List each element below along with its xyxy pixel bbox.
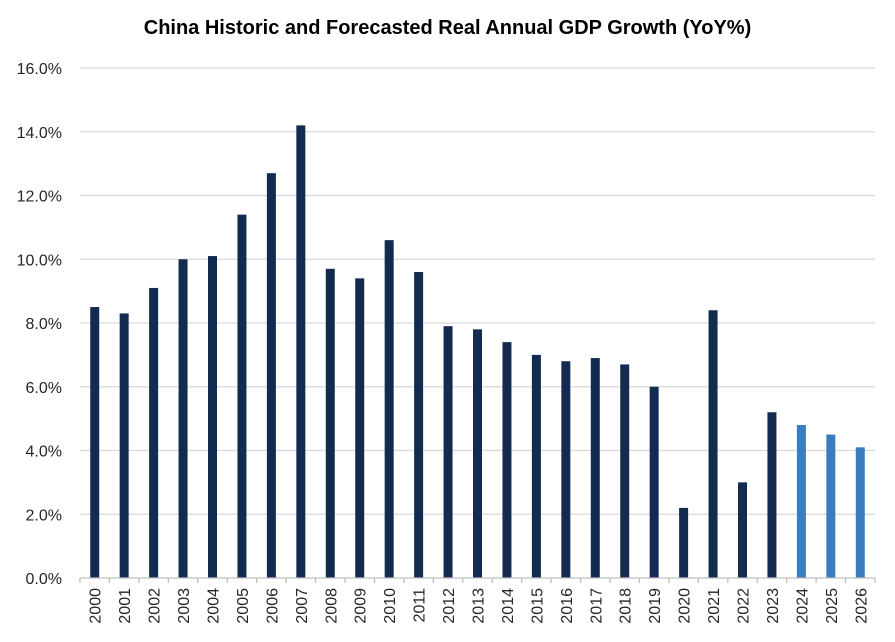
x-tick-label: 2001 [117, 588, 134, 624]
x-tick-label: 2013 [471, 588, 488, 624]
bar-2018 [620, 364, 630, 578]
x-tick-label: 2000 [88, 588, 105, 624]
y-tick-label: 14.0% [17, 125, 62, 142]
x-axis [79, 577, 876, 583]
x-tick-label: 2015 [529, 588, 546, 624]
y-tick-label: 8.0% [26, 316, 62, 333]
bar-2008 [325, 268, 335, 578]
bar-2019 [649, 386, 659, 578]
x-tick-label: 2026 [853, 588, 870, 624]
x-tick-label: 2019 [647, 588, 664, 624]
y-tick-label: 4.0% [26, 444, 62, 461]
bar-2004 [208, 256, 217, 578]
x-tick-label: 2023 [765, 588, 782, 624]
x-tick-label: 2018 [618, 588, 635, 624]
x-tick-label: 2006 [264, 588, 281, 624]
y-tick-label: 0.0% [26, 571, 62, 588]
bar-2001 [119, 313, 129, 578]
x-tick-label: 2008 [323, 588, 340, 624]
x-tick-label: 2012 [441, 588, 458, 624]
x-tick-label: 2014 [500, 588, 517, 624]
bar-2014 [502, 342, 512, 578]
bar-2016 [561, 361, 571, 578]
x-axis-ticks: 2000 2001 2002 2003 2004 2005 2006 2007 2008 2009… [88, 588, 871, 624]
x-tick-label: 2020 [677, 588, 694, 624]
x-tick-label: 2007 [294, 588, 311, 624]
bar-2009 [355, 278, 365, 578]
bar-2026 [855, 447, 865, 578]
bar-2006 [266, 173, 276, 578]
bar-2017 [590, 358, 600, 578]
x-tick-label: 2017 [588, 588, 605, 624]
x-tick-label: 2004 [206, 588, 223, 624]
x-tick-label: 2011 [412, 588, 429, 623]
bar-2007 [296, 125, 306, 578]
y-tick-label: 10.0% [17, 252, 62, 269]
bar-2015 [531, 354, 541, 578]
x-tick-label: 2016 [559, 588, 576, 624]
bar-2020 [679, 507, 689, 578]
bar-2013 [473, 329, 482, 578]
x-tick-label: 2025 [824, 588, 841, 624]
bar-2010 [384, 240, 394, 578]
bar-2023 [767, 412, 777, 578]
bar-2012 [443, 326, 453, 578]
x-tick-label: 2002 [147, 588, 164, 624]
x-tick-label: 2021 [706, 588, 723, 624]
x-tick-label: 2022 [736, 588, 753, 624]
bar-2024 [796, 425, 806, 578]
x-tick-label: 2009 [353, 588, 370, 624]
y-tick-label: 12.0% [17, 189, 62, 206]
x-tick-label: 2003 [176, 588, 193, 624]
x-tick-label: 2010 [382, 588, 399, 624]
chart-title: China Historic and Forecasted Real Annua… [143, 17, 752, 39]
bar-2003 [178, 259, 188, 578]
bar-2000 [90, 307, 100, 578]
y-tick-label: 6.0% [26, 380, 62, 397]
bar-2025 [826, 434, 836, 578]
bar-2011 [414, 272, 424, 578]
y-tick-label: 2.0% [26, 507, 62, 524]
bars [90, 125, 865, 578]
bar-2002 [149, 287, 159, 578]
bar-2022 [738, 482, 747, 578]
x-tick-label: 2005 [235, 588, 252, 624]
bar-2021 [708, 310, 718, 578]
y-axis-ticks: 0.0% 2.0% 4.0% 6.0% 8.0% 10.0% 12.0% 14.0% 16.0% [17, 61, 62, 588]
bar-2005 [237, 214, 247, 578]
y-tick-label: 16.0% [17, 61, 62, 78]
x-tick-label: 2024 [794, 588, 811, 624]
